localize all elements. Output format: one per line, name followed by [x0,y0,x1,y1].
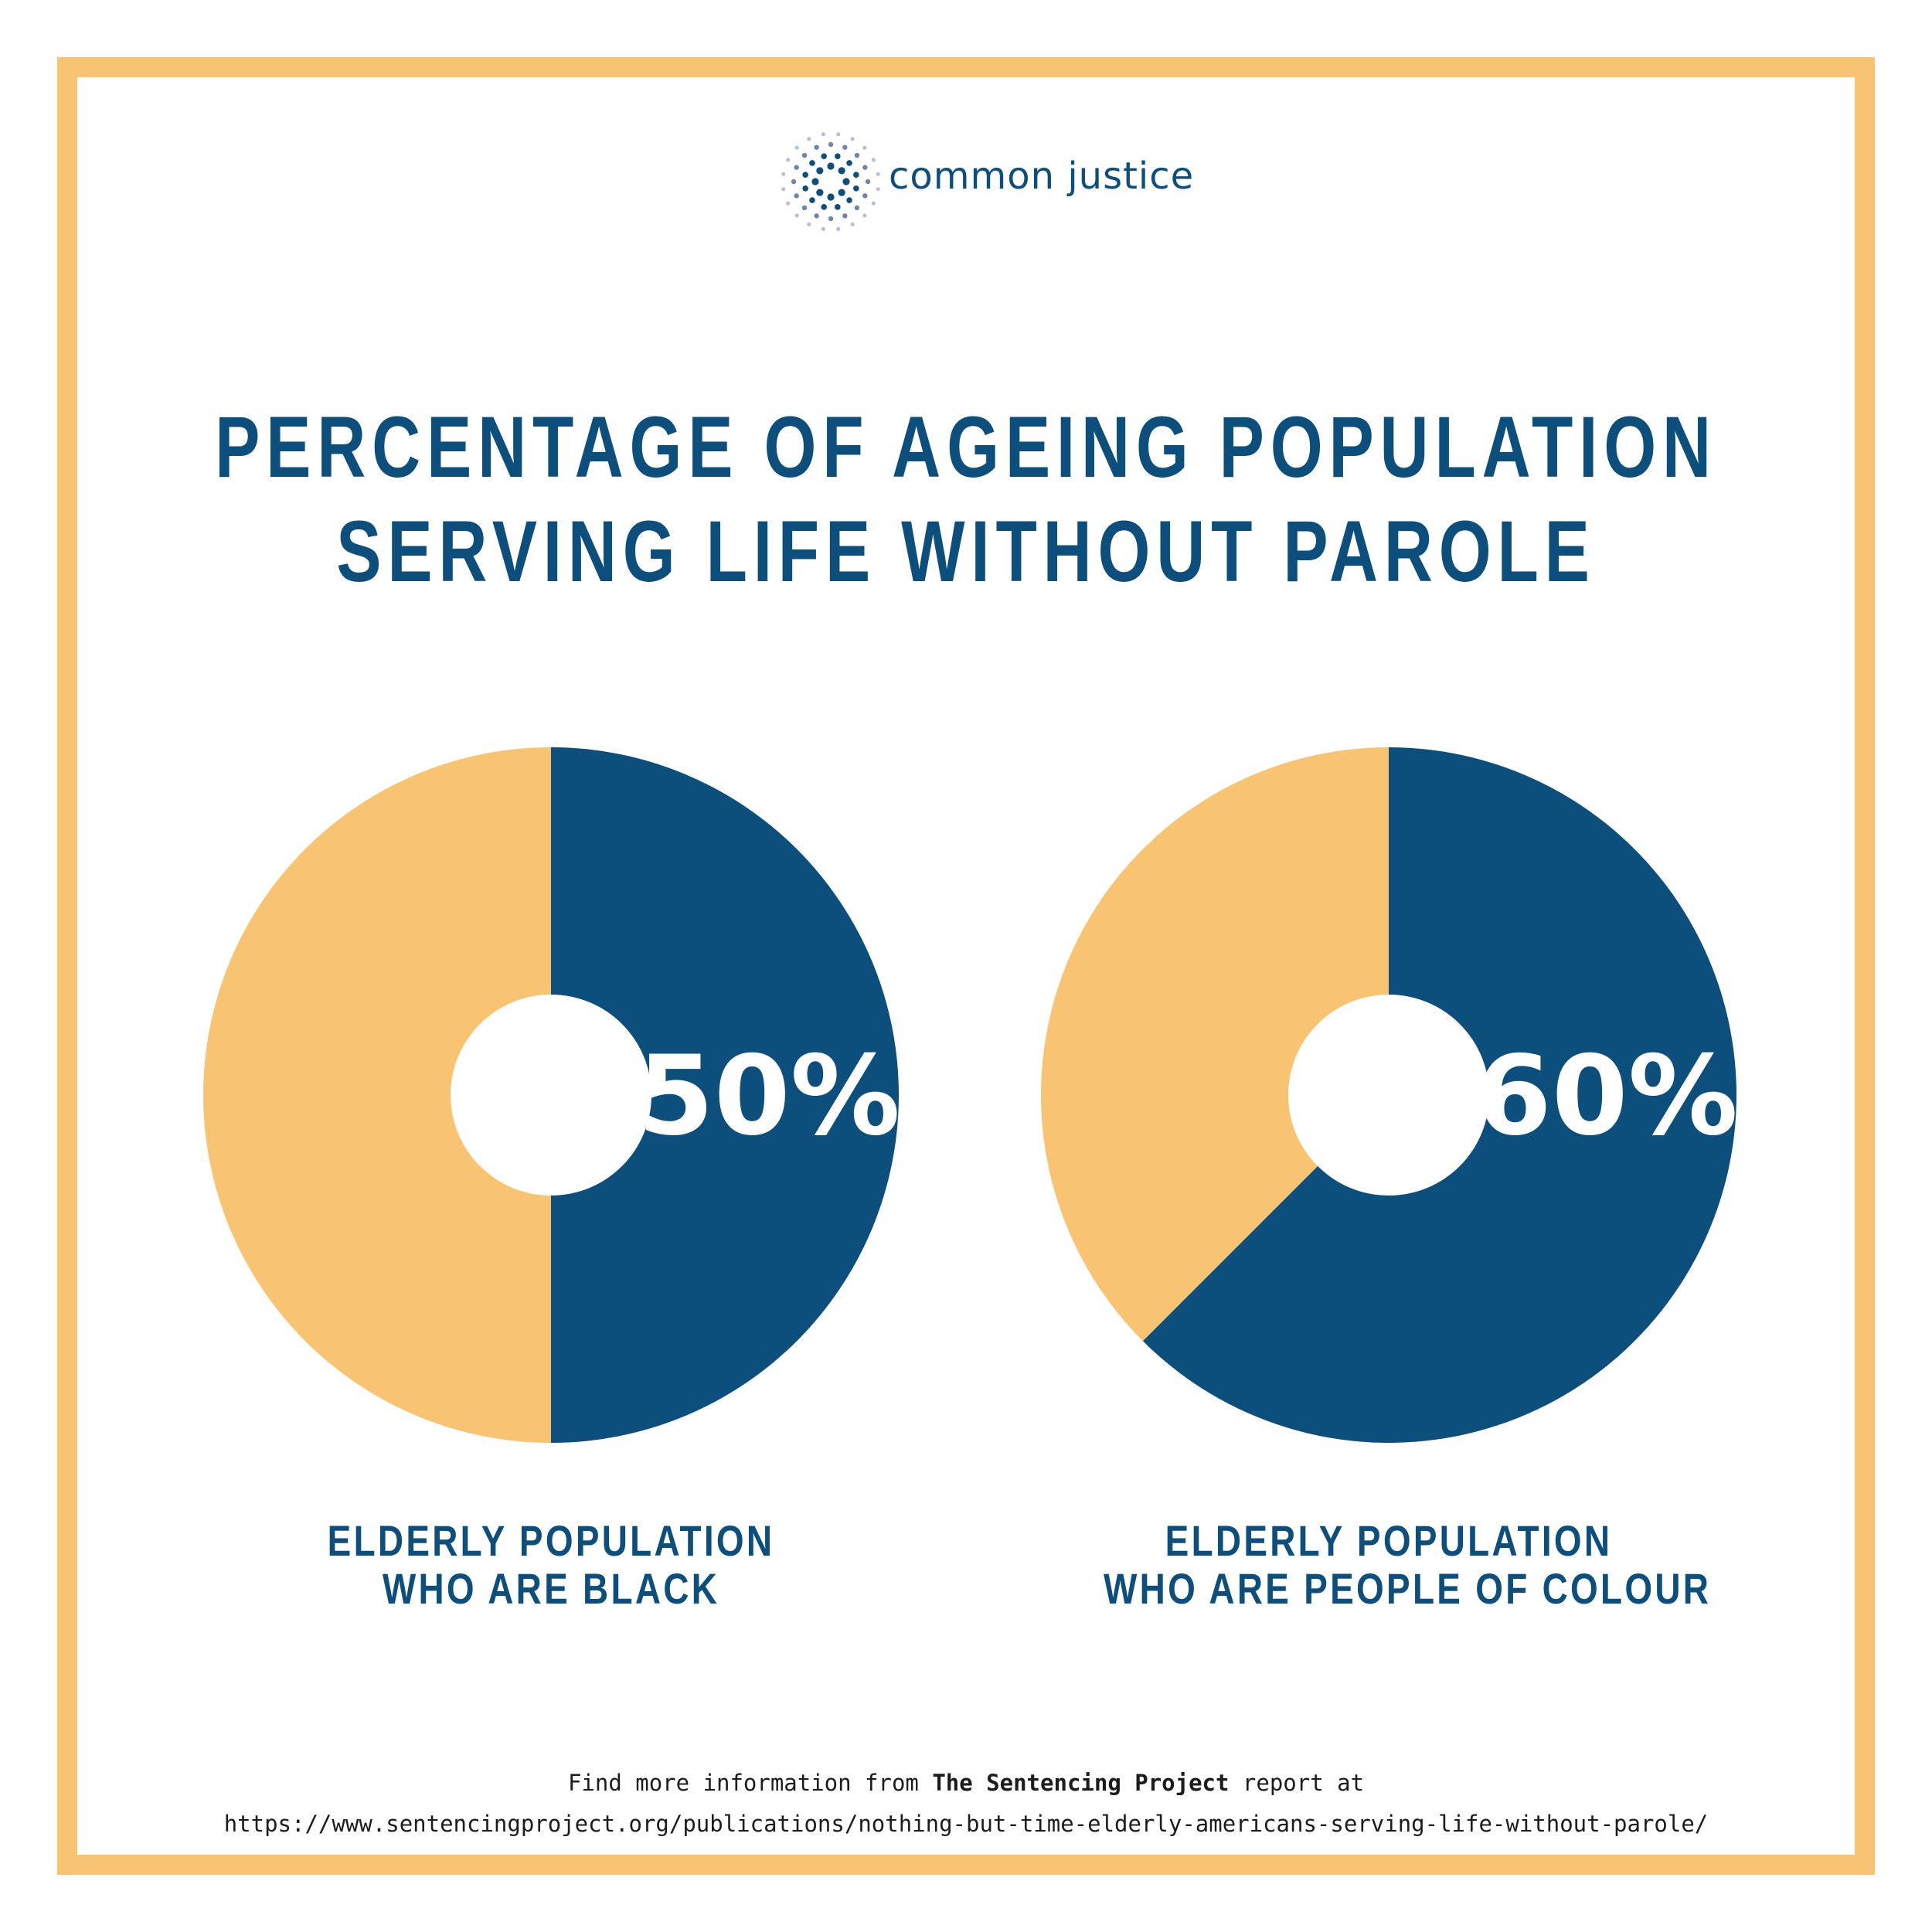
logo-dot [846,197,852,203]
footer-source-name: The Sentencing Project [932,1770,1230,1796]
logo-dot [842,145,848,150]
chart-caption-black-line-1: ELDERLY POPULATION [327,1516,775,1565]
donut-hole [451,995,651,1196]
logo-dot [862,193,868,199]
logo-dot [809,197,815,203]
chart-caption-black-line-2: WHO ARE BLACK [382,1564,720,1613]
logo-dot [850,222,855,226]
logo-dot [786,201,791,206]
logo-dot [838,189,845,196]
logo-dot [862,165,868,170]
logo-dot [838,167,845,175]
logo-dot [850,137,855,141]
pie-slice-rest [203,747,551,1443]
logo-dot [821,204,828,210]
logo-dot [794,213,799,218]
logo-dot [854,152,860,158]
logo-dot [846,160,852,166]
logo-dot [876,172,880,176]
logo-dot [834,153,841,159]
logo-dot [876,187,880,192]
logo-dot [853,185,859,192]
logo-dot [828,141,834,148]
logo-dot [842,178,850,185]
pie-slice-highlight [551,747,899,1443]
page-title-line-2: SERVING LIFE WITHOUT PAROLE [336,503,1596,600]
logo-dot [821,226,825,231]
logo: common justice [0,124,1932,240]
logo-dot [809,160,815,166]
logo-dot [814,213,819,219]
pie-chart-black: 50% [203,747,900,1443]
logo-dot [816,167,824,175]
logo-dot [807,222,811,226]
logo-dot [836,132,841,137]
logo-dot [862,145,867,150]
chart-caption-poc-line-2: WHO ARE PEOPLE OF COLOUR [1104,1564,1712,1613]
logo-dot [865,179,871,185]
logo-dot [801,205,808,211]
logo-dot [802,172,808,179]
logo-dot [828,216,834,222]
chart-caption-poc-line-1: ELDERLY POPULATION [1165,1516,1613,1565]
logo-dot [821,153,828,159]
logo-dot [811,178,819,185]
logo-dot [854,205,860,211]
logo-dot [794,193,799,199]
logo-dot [781,172,786,176]
pie-chart-people-of-colour: 60% [1041,747,1738,1444]
logo-dot [816,189,824,196]
logo-dot [821,132,825,137]
logo-dot [827,162,835,170]
logo-dot [862,213,867,218]
page-title-line-1: PERCENTAGE OF AGEING POPULATION [215,399,1717,495]
footer-source-line: Find more information from The Sentencin… [0,1770,1932,1796]
logo-dot [807,137,811,141]
logo-dot [842,213,848,219]
pie-value-label: 60% [1475,1032,1738,1160]
logo-dot [814,145,819,150]
donut-hole [1288,995,1489,1196]
logo-dot [781,187,786,192]
logo-dot [827,193,835,201]
logo-dot [794,145,799,150]
logo-dot [794,165,799,170]
logo-dot [853,172,859,179]
pie-value-label: 50% [638,1032,900,1160]
logo-dot [836,226,841,231]
footer-url[interactable]: https://www.sentencingproject.org/public… [223,1811,1709,1837]
logo-dot [791,179,797,185]
sunburst-dots-icon [781,132,880,231]
logo-dot [802,185,808,192]
logo-dot [871,201,876,206]
logo-dot [871,158,876,162]
logo-dot [801,152,808,158]
footer-prefix: Find more information from [567,1770,933,1796]
logo-dot [786,158,791,162]
logo-dot [834,204,841,210]
footer-suffix: report at [1229,1770,1365,1796]
pie-slice-rest [1041,747,1389,1342]
logo-text: common justice [889,155,1195,198]
